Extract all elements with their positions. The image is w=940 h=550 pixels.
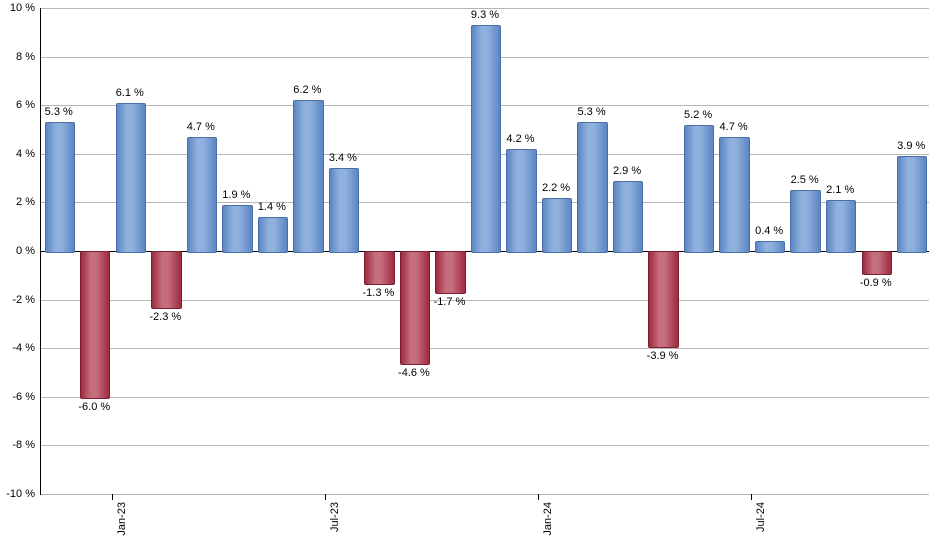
y-axis-tick-label: 0 % — [16, 245, 35, 257]
bar-value-label: 2.2 % — [542, 182, 570, 194]
bar — [45, 122, 75, 253]
bar — [187, 137, 217, 253]
bar-value-label: 6.2 % — [293, 84, 321, 96]
bar-slot: 3.9 % — [893, 8, 929, 494]
bar-slot: 2.1 % — [822, 8, 858, 494]
bar — [648, 251, 678, 348]
bar-value-label: 9.3 % — [471, 9, 499, 21]
x-axis-tick — [112, 494, 113, 500]
bar — [364, 251, 394, 285]
bar-value-label: -4.6 % — [398, 367, 430, 379]
bar-slot: 0.4 % — [751, 8, 787, 494]
bar — [435, 251, 465, 294]
bar — [755, 241, 785, 253]
y-axis-tick-label: -6 % — [12, 391, 35, 403]
bar — [719, 137, 749, 253]
bar-value-label: -1.7 % — [434, 296, 466, 308]
bar-slot: 4.7 % — [183, 8, 219, 494]
y-axis-tick-label: 6 % — [16, 99, 35, 111]
bar-slot: -1.7 % — [432, 8, 468, 494]
bar-slot: -4.6 % — [396, 8, 432, 494]
bar-slot: -6.0 % — [77, 8, 113, 494]
bar-value-label: -3.9 % — [647, 350, 679, 362]
x-axis-tick — [751, 494, 752, 500]
bar-value-label: 5.3 % — [577, 106, 605, 118]
bar-slot: -2.3 % — [148, 8, 184, 494]
bar-value-label: 1.4 % — [258, 201, 286, 213]
bar — [116, 103, 146, 253]
bar-value-label: 3.9 % — [897, 140, 925, 152]
x-axis-tick-label: Jul-24 — [755, 502, 767, 532]
bar-slot: 4.2 % — [503, 8, 539, 494]
bar-value-label: 6.1 % — [116, 87, 144, 99]
x-axis-tick-label: Jan-24 — [542, 502, 554, 536]
y-axis-tick-label: -4 % — [12, 342, 35, 354]
bar-slot: 3.4 % — [325, 8, 361, 494]
bar-slot: 6.2 % — [290, 8, 326, 494]
gridline — [41, 494, 929, 495]
bar — [80, 251, 110, 399]
bar-slot: 2.9 % — [609, 8, 645, 494]
y-axis-tick-label: 10 % — [10, 2, 35, 14]
bar-value-label: 5.2 % — [684, 109, 712, 121]
y-axis-tick-label: 2 % — [16, 196, 35, 208]
bar-slot: 6.1 % — [112, 8, 148, 494]
bar-slot: 1.9 % — [219, 8, 255, 494]
plot-area: -10 %-8 %-6 %-4 %-2 %0 %2 %4 %6 %8 %10 %… — [40, 8, 929, 495]
bar-value-label: 4.7 % — [720, 121, 748, 133]
bar-slot: 5.3 % — [41, 8, 77, 494]
x-axis-tick-label: Jan-23 — [116, 502, 128, 536]
bar-slot: 5.2 % — [680, 8, 716, 494]
bar — [897, 156, 927, 253]
bar-slot: 1.4 % — [254, 8, 290, 494]
bar — [151, 251, 181, 309]
bar — [293, 100, 323, 253]
bar-slot: -0.9 % — [858, 8, 894, 494]
bar — [577, 122, 607, 253]
x-axis-tick-label: Jul-23 — [329, 502, 341, 532]
bar-value-label: -6.0 % — [78, 401, 110, 413]
bar-value-label: 2.1 % — [826, 184, 854, 196]
bar-slot: 2.2 % — [538, 8, 574, 494]
bar-slot: 4.7 % — [716, 8, 752, 494]
bar-value-label: 2.5 % — [791, 174, 819, 186]
bar-slot: 9.3 % — [467, 8, 503, 494]
percent-change-bar-chart: -10 % -8 % -6 % -4 % -2 % 0 % 2 % 4 % 6 % 8 % 10 %… — [0, 0, 940, 550]
bar-slot: 2.5 % — [787, 8, 823, 494]
bar-value-label: 1.9 % — [222, 189, 250, 201]
bar-value-label: 0.4 % — [755, 225, 783, 237]
bar — [542, 198, 572, 253]
bar — [862, 251, 892, 275]
bar-value-label: 4.7 % — [187, 121, 215, 133]
bar-slot: -3.9 % — [645, 8, 681, 494]
bar — [826, 200, 856, 253]
bar — [613, 181, 643, 253]
bar-value-label: 4.2 % — [506, 133, 534, 145]
bar — [471, 25, 501, 253]
bar-value-label: -1.3 % — [363, 287, 395, 299]
x-axis-tick — [538, 494, 539, 500]
bar-value-label: 5.3 % — [45, 106, 73, 118]
bar-value-label: -0.9 % — [860, 277, 892, 289]
bar — [329, 168, 359, 253]
bar — [258, 217, 288, 253]
x-axis-tick — [325, 494, 326, 500]
y-axis-tick-label: 8 % — [16, 51, 35, 63]
bar-value-label: 2.9 % — [613, 165, 641, 177]
y-axis-tick-label: 4 % — [16, 148, 35, 160]
bar — [790, 190, 820, 253]
bar — [684, 125, 714, 253]
bar-slot: -1.3 % — [361, 8, 397, 494]
y-axis-tick-label: -10 % — [6, 488, 35, 500]
bar — [222, 205, 252, 253]
bar-slot: 5.3 % — [574, 8, 610, 494]
y-axis-tick-label: -8 % — [12, 439, 35, 451]
bar-value-label: -2.3 % — [149, 311, 181, 323]
bar — [400, 251, 430, 365]
y-axis-tick-label: -2 % — [12, 294, 35, 306]
bar — [506, 149, 536, 253]
bar-value-label: 3.4 % — [329, 152, 357, 164]
